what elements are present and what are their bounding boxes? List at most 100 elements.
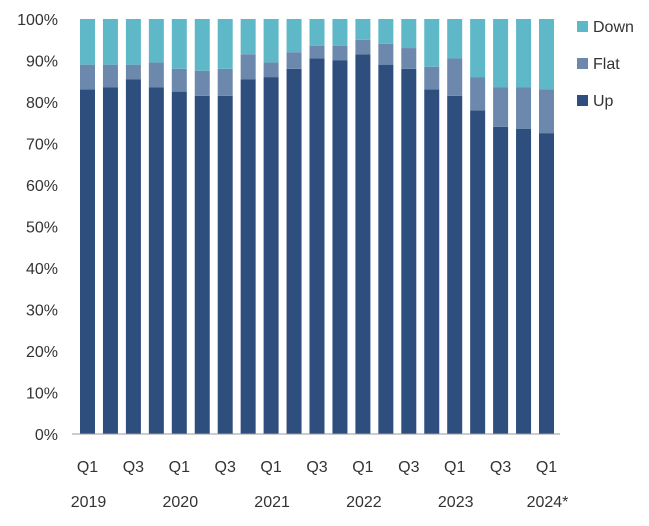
bar-segment-flat bbox=[309, 45, 325, 59]
bar-segment-up bbox=[378, 64, 394, 435]
x-tick-label: Q1 bbox=[260, 459, 281, 476]
bar-segment-flat bbox=[539, 89, 554, 134]
bar-segment-down bbox=[447, 19, 463, 59]
bar-segment-down bbox=[401, 19, 417, 49]
year-label: 2021 bbox=[254, 494, 290, 511]
bar-segment-up bbox=[539, 133, 554, 435]
bar-segment-flat bbox=[470, 77, 486, 111]
bar-segment-flat bbox=[401, 48, 417, 69]
bar-segment-flat bbox=[493, 87, 509, 127]
year-label: 2022 bbox=[346, 494, 382, 511]
bar-segment-flat bbox=[378, 43, 394, 65]
bar-segment-flat bbox=[102, 64, 118, 88]
bar-segment-flat bbox=[516, 87, 532, 129]
bar-segment-down bbox=[80, 19, 95, 65]
bar-segment-down bbox=[240, 19, 256, 55]
y-tick-label: 100% bbox=[17, 12, 58, 29]
legend: Down Flat Up bbox=[577, 19, 634, 110]
bar-segment-up bbox=[148, 87, 164, 434]
bar-segment-up bbox=[332, 60, 348, 434]
bar-segment-flat bbox=[286, 52, 302, 69]
y-axis: 0% 10% 20% 30% 40% 50% 60% 70% 80% 90% 100% bbox=[17, 12, 58, 444]
bar-segment-down bbox=[539, 19, 554, 90]
bar-segment-flat bbox=[148, 62, 164, 88]
bar-segment-up bbox=[125, 79, 141, 435]
y-tick-label: 10% bbox=[26, 386, 58, 403]
bar-segment-down bbox=[470, 19, 486, 78]
bar-segment-up bbox=[80, 89, 95, 435]
bar-segment-up bbox=[286, 68, 302, 435]
bar-segment-down bbox=[424, 19, 440, 67]
x-tick-label: Q1 bbox=[169, 459, 190, 476]
bar-segment-flat bbox=[447, 58, 463, 96]
bar-segment-flat bbox=[217, 68, 233, 96]
bar-segment-flat bbox=[171, 68, 187, 92]
bar-segment-down bbox=[355, 19, 371, 40]
bar-segment-down bbox=[378, 19, 394, 44]
bar-segment-flat bbox=[263, 62, 279, 78]
bar-segment-flat bbox=[80, 64, 95, 90]
bar-segment-down bbox=[217, 19, 233, 69]
bar-segment-down bbox=[332, 19, 348, 46]
bar-segment-up bbox=[309, 58, 325, 435]
legend-swatch-up bbox=[577, 95, 588, 106]
bar-segment-down bbox=[125, 19, 141, 65]
x-axis-tick-labels: Q1 Q3 Q1 Q3 Q1 Q3 Q1 Q3 Q1 Q3 Q1 bbox=[77, 459, 557, 476]
y-tick-label: 60% bbox=[26, 178, 58, 195]
bar-segment-flat bbox=[194, 70, 210, 96]
bar-segment-up bbox=[102, 87, 118, 434]
bar-segment-down bbox=[148, 19, 164, 63]
legend-label-flat: Flat bbox=[593, 56, 620, 73]
x-tick-label: Q1 bbox=[536, 459, 557, 476]
bar-segment-down bbox=[309, 19, 325, 46]
x-axis-year-labels: 2019 2020 2021 2022 2023 2024* bbox=[71, 494, 569, 511]
bars bbox=[80, 19, 554, 435]
bar-segment-down bbox=[194, 19, 210, 71]
x-tick-label: Q3 bbox=[490, 459, 511, 476]
y-tick-label: 50% bbox=[26, 220, 58, 237]
bar-segment-up bbox=[263, 77, 279, 434]
bar-segment-up bbox=[194, 95, 210, 434]
y-tick-label: 40% bbox=[26, 261, 58, 278]
x-tick-label: Q3 bbox=[215, 459, 236, 476]
y-tick-label: 20% bbox=[26, 344, 58, 361]
y-tick-label: 30% bbox=[26, 303, 58, 320]
bar-segment-up bbox=[171, 91, 187, 435]
bar-segment-flat bbox=[125, 64, 141, 80]
bar-segment-up bbox=[424, 89, 440, 435]
y-tick-label: 70% bbox=[26, 137, 58, 154]
bar-segment-down bbox=[171, 19, 187, 69]
bar-segment-up bbox=[401, 68, 417, 435]
year-label: 2024* bbox=[527, 494, 569, 511]
bar-segment-down bbox=[516, 19, 532, 88]
bar-segment-up bbox=[240, 79, 256, 435]
bar-segment-flat bbox=[355, 39, 371, 55]
bar-segment-flat bbox=[240, 54, 256, 80]
bar-segment-down bbox=[286, 19, 302, 53]
x-tick-label: Q3 bbox=[123, 459, 144, 476]
legend-swatch-flat bbox=[577, 58, 588, 69]
x-tick-label: Q1 bbox=[352, 459, 373, 476]
bar-segment-up bbox=[470, 110, 486, 435]
bar-segment-up bbox=[355, 54, 371, 435]
bar-segment-down bbox=[493, 19, 509, 88]
y-tick-label: 80% bbox=[26, 95, 58, 112]
year-label: 2019 bbox=[71, 494, 107, 511]
bar-segment-down bbox=[263, 19, 279, 63]
legend-label-down: Down bbox=[593, 19, 634, 36]
bar-segment-flat bbox=[332, 45, 348, 61]
bar-segment-flat bbox=[424, 66, 440, 90]
y-tick-label: 0% bbox=[35, 427, 58, 444]
y-tick-label: 90% bbox=[26, 54, 58, 71]
legend-label-up: Up bbox=[593, 93, 614, 110]
x-tick-label: Q3 bbox=[306, 459, 327, 476]
bar-segment-up bbox=[217, 95, 233, 434]
year-label: 2023 bbox=[438, 494, 474, 511]
x-tick-label: Q1 bbox=[77, 459, 98, 476]
x-tick-label: Q1 bbox=[444, 459, 465, 476]
year-label: 2020 bbox=[163, 494, 199, 511]
x-tick-label: Q3 bbox=[398, 459, 419, 476]
bar-segment-up bbox=[516, 128, 532, 435]
bar-segment-down bbox=[102, 19, 118, 65]
